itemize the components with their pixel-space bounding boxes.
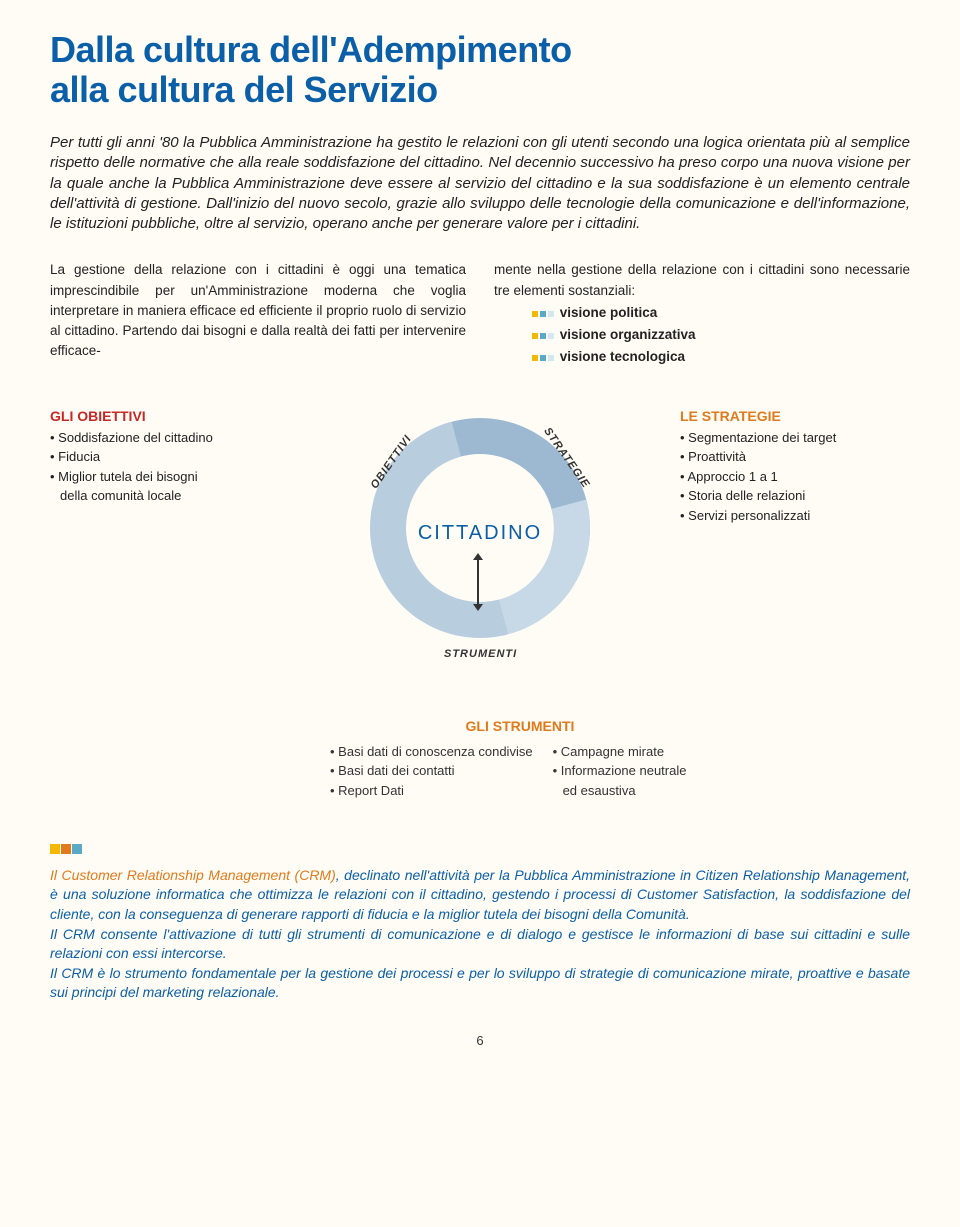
list-item: Basi dati dei contatti bbox=[330, 761, 533, 781]
title-line-2: alla cultura del Servizio bbox=[50, 69, 438, 110]
list-item: Campagne mirate bbox=[553, 742, 687, 762]
list-item: Report Dati bbox=[330, 781, 533, 801]
intro-paragraph: Per tutti gli anni '80 la Pubblica Ammin… bbox=[50, 133, 910, 234]
square-icon bbox=[532, 333, 538, 339]
list-item: Informazione neutrale ed esaustiva bbox=[553, 761, 687, 800]
tools-block: GLI STRUMENTI Basi dati di conoscenza co… bbox=[50, 718, 910, 801]
footer-box: Il Customer Relationship Management (CRM… bbox=[50, 840, 910, 1003]
strategies-title: LE STRATEGIE bbox=[680, 408, 910, 424]
cycle-diagram: CITTADINO OBIETTIVI STRATEGIE STRUMENTI bbox=[300, 408, 660, 668]
tools-left-list: Basi dati di conoscenza condivise Basi d… bbox=[330, 742, 533, 801]
objectives-list: Soddisfazione del cittadino Fiducia Migl… bbox=[50, 428, 280, 506]
strategies-box: LE STRATEGIE Segmentazione dei target Pr… bbox=[680, 408, 910, 526]
list-item: Miglior tutela dei bisogni della comunit… bbox=[50, 467, 280, 506]
square-icon bbox=[548, 333, 554, 339]
bullet-text: visione politica bbox=[560, 305, 658, 320]
list-item: Basi dati di conoscenza condivise bbox=[330, 742, 533, 762]
title-line-1: Dalla cultura dell'Adempimento bbox=[50, 29, 572, 70]
square-icon bbox=[532, 311, 538, 317]
square-icon bbox=[548, 355, 554, 361]
tools-title: GLI STRUMENTI bbox=[330, 718, 710, 734]
footer-lead: Il Customer Relationship Management (CRM… bbox=[50, 867, 336, 883]
footer-paragraph-3: Il CRM è lo strumento fondamentale per l… bbox=[50, 964, 910, 1003]
page-title: Dalla cultura dell'Adempimento alla cult… bbox=[50, 30, 910, 109]
objectives-box: GLI OBIETTIVI Soddisfazione del cittadin… bbox=[50, 408, 280, 506]
tools-right-list: Campagne mirate Informazione neutrale ed… bbox=[553, 742, 687, 801]
bullet-item: visione politica bbox=[524, 303, 910, 323]
square-icon bbox=[61, 844, 71, 854]
list-item: Approccio 1 a 1 bbox=[680, 467, 910, 487]
square-icon bbox=[540, 333, 546, 339]
column-right-lead: mente nella gestione della relazione con… bbox=[494, 262, 910, 297]
page-number: 6 bbox=[50, 1033, 910, 1048]
list-item: Fiducia bbox=[50, 447, 280, 467]
footer-paragraph-1: Il Customer Relationship Management (CRM… bbox=[50, 866, 910, 925]
square-icon bbox=[72, 844, 82, 854]
list-item: Servizi personalizzati bbox=[680, 506, 910, 526]
objectives-title: GLI OBIETTIVI bbox=[50, 408, 280, 424]
bullet-item: visione organizzativa bbox=[524, 325, 910, 345]
double-arrow-icon bbox=[477, 558, 479, 606]
strategies-list: Segmentazione dei target Proattività App… bbox=[680, 428, 910, 526]
square-icon bbox=[50, 844, 60, 854]
square-icon bbox=[548, 311, 554, 317]
column-left: La gestione della relazione con i cittad… bbox=[50, 260, 466, 367]
list-item: Segmentazione dei target bbox=[680, 428, 910, 448]
square-icon bbox=[532, 355, 538, 361]
bullet-text: visione organizzativa bbox=[560, 327, 696, 342]
bullet-text: visione tecnologica bbox=[560, 349, 685, 364]
list-item: Soddisfazione del cittadino bbox=[50, 428, 280, 448]
diagram-center-label: CITTADINO bbox=[340, 522, 620, 545]
two-column-body: La gestione della relazione con i cittad… bbox=[50, 260, 910, 367]
column-right: mente nella gestione della relazione con… bbox=[494, 260, 910, 367]
bullet-item: visione tecnologica bbox=[524, 347, 910, 367]
list-item: Storia delle relazioni bbox=[680, 486, 910, 506]
arc-label-strumenti: STRUMENTI bbox=[444, 648, 517, 660]
footer-squares bbox=[50, 840, 910, 860]
footer-paragraph-2: Il CRM consente l'attivazione di tutti g… bbox=[50, 925, 910, 964]
list-item: Proattività bbox=[680, 447, 910, 467]
square-icon bbox=[540, 355, 546, 361]
diagram-row: GLI OBIETTIVI Soddisfazione del cittadin… bbox=[50, 408, 910, 668]
square-icon bbox=[540, 311, 546, 317]
